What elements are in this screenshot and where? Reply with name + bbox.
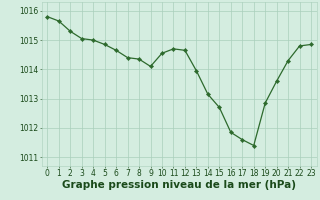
X-axis label: Graphe pression niveau de la mer (hPa): Graphe pression niveau de la mer (hPa)	[62, 180, 296, 190]
